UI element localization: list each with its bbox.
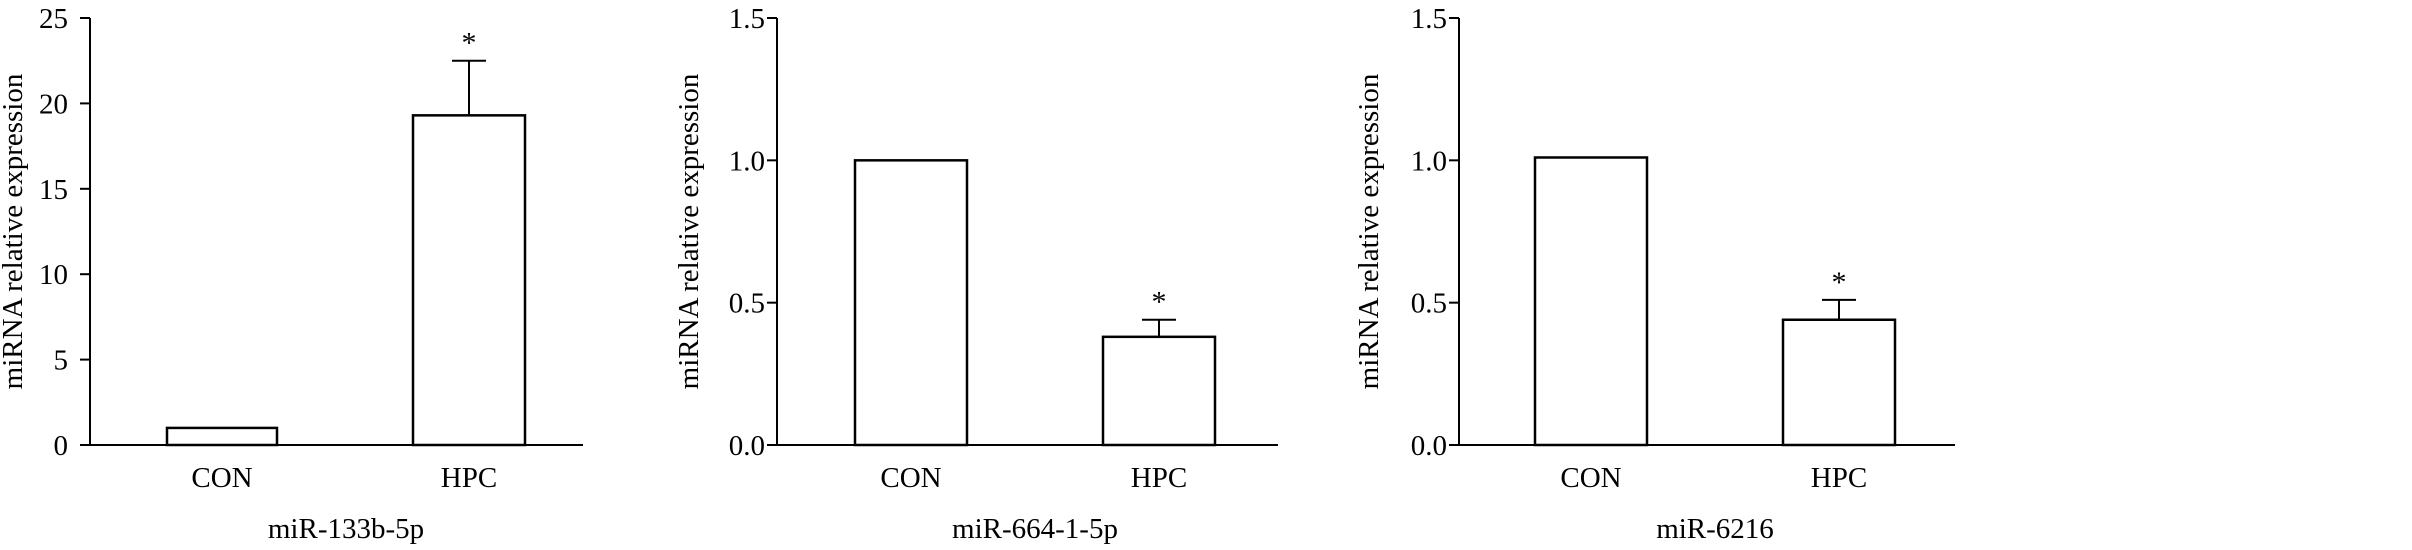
y-tick-label: 1.5 bbox=[1411, 3, 1447, 35]
y-tick-label: 25 bbox=[39, 3, 68, 35]
bar-con bbox=[1533, 156, 1649, 447]
bar-hpc bbox=[411, 114, 527, 447]
x-axis-label: miR-664-1-5p bbox=[952, 513, 1118, 545]
x-tick-label: HPC bbox=[1811, 462, 1867, 494]
chart-panel-2: 0.0 0.5 1.0 1.5 miRNA relative expression CON… bbox=[673, 3, 1278, 545]
y-axis-label: miRNA relative expression bbox=[0, 73, 29, 389]
y-tick-label: 20 bbox=[39, 88, 68, 120]
y-tick-label: 1.5 bbox=[729, 3, 765, 35]
x-tick-label: HPC bbox=[1131, 462, 1187, 494]
x-axis-label: miR-133b-5p bbox=[268, 513, 424, 545]
bar-con bbox=[853, 159, 969, 447]
y-tick-label: 10 bbox=[39, 259, 68, 291]
x-tick-label: CON bbox=[880, 462, 941, 494]
x-tick-label: HPC bbox=[441, 462, 497, 494]
y-axis-label: miRNA relative expression bbox=[1353, 73, 1385, 389]
y-tick-label: 1.0 bbox=[1411, 145, 1447, 177]
y-tick-label: 0.5 bbox=[729, 288, 765, 320]
x-axis-label: miR-6216 bbox=[1656, 513, 1774, 545]
y-tick-label: 0.0 bbox=[729, 430, 765, 462]
y-tick-label: 0 bbox=[54, 430, 69, 462]
y-tick-label: 15 bbox=[39, 174, 68, 206]
chart-panel-1: 0 5 10 15 20 25 miRNA relative expression CON * H… bbox=[0, 3, 583, 545]
y-tick-label: 0.5 bbox=[1411, 288, 1447, 320]
y-tick-label: 5 bbox=[54, 345, 69, 377]
significance-marker: * bbox=[462, 27, 477, 60]
bar-hpc bbox=[1781, 318, 1897, 447]
significance-marker: * bbox=[1152, 286, 1167, 319]
chart-panel-3: 0.0 0.5 1.0 1.5 miRNA relative expression CON… bbox=[1353, 3, 1955, 545]
bar-hpc bbox=[1101, 335, 1217, 447]
y-axis-label: miRNA relative expression bbox=[673, 73, 705, 389]
x-tick-label: CON bbox=[1560, 462, 1621, 494]
x-tick-label: CON bbox=[191, 462, 252, 494]
y-tick-label: 1.0 bbox=[729, 145, 765, 177]
bar-con bbox=[165, 426, 279, 447]
y-tick-label: 0.0 bbox=[1411, 430, 1447, 462]
significance-marker: * bbox=[1832, 266, 1847, 299]
